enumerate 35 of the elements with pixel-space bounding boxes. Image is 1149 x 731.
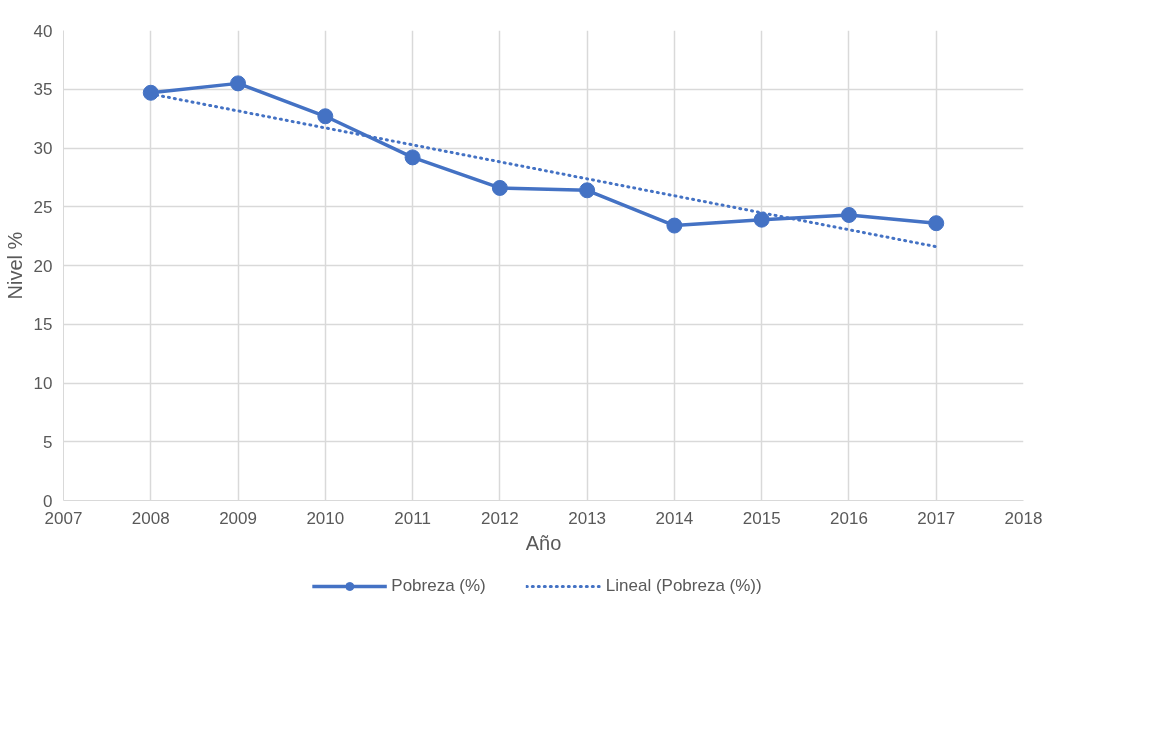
- x-tick-label: 2018: [1004, 508, 1043, 528]
- y-tick-label: 15: [33, 315, 53, 335]
- point: [928, 215, 945, 232]
- x-tick-label: 2014: [655, 508, 694, 528]
- x-tick-label: 2013: [568, 508, 607, 528]
- x-tick-label: 2011: [394, 508, 431, 528]
- x-tick-label: 2017: [917, 508, 956, 528]
- y-tick-label: 5: [43, 432, 53, 452]
- point: [840, 206, 857, 223]
- y-tick-label: 30: [33, 139, 53, 158]
- legend-label: Pobreza (%): [391, 576, 486, 596]
- point: [142, 84, 159, 101]
- y-tick-label: 25: [33, 197, 53, 217]
- x-axis-title: Año: [525, 531, 562, 554]
- x-tick-label: 2009: [219, 508, 257, 528]
- legend-label: Lineal (Pobreza (%)): [605, 576, 762, 596]
- x-tick-label: 2010: [306, 508, 345, 528]
- x-tick-label: 2015: [742, 508, 781, 528]
- point: [753, 211, 770, 228]
- point: [491, 179, 508, 196]
- x-tick-label: 2008: [131, 508, 170, 528]
- y-axis-title: Nivel %: [3, 231, 26, 300]
- point: [404, 149, 421, 166]
- y-tick-label: 10: [33, 374, 53, 393]
- y-tick-label: 35: [33, 80, 53, 100]
- x-tick-label: 2007: [44, 508, 83, 528]
- point: [666, 217, 683, 234]
- point: [230, 75, 247, 92]
- x-tick-label: 2016: [830, 508, 868, 528]
- point: [579, 182, 596, 199]
- y-tick-label: 20: [33, 256, 53, 276]
- point: [317, 108, 334, 125]
- y-tick-label: 40: [33, 21, 53, 41]
- x-tick-label: 2012: [480, 508, 519, 528]
- y-tick-label: 0: [43, 491, 53, 511]
